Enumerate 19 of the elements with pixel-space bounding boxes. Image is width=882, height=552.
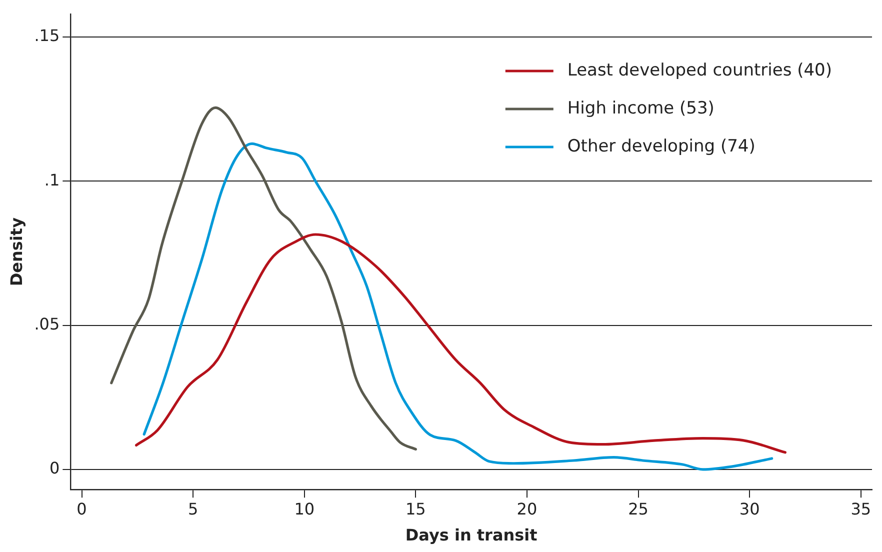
- y-tick-label: .05: [34, 314, 60, 334]
- x-tick-label: 0: [76, 499, 87, 518]
- legend-label: Other developing (74): [567, 136, 756, 156]
- x-axis-title: Days in transit: [405, 526, 538, 545]
- x-tick-label: 10: [294, 499, 315, 518]
- x-tick-label: 20: [516, 499, 538, 518]
- y-tick-label: 0: [49, 458, 60, 478]
- x-tick-label: 30: [739, 499, 760, 518]
- x-tick-label: 5: [188, 499, 198, 518]
- x-tick-label: 25: [628, 499, 648, 518]
- y-tick-label: .15: [34, 26, 60, 46]
- x-tick-label: 15: [405, 499, 426, 518]
- line-series: [135, 233, 786, 454]
- x-tick-label: 35: [850, 499, 872, 518]
- legend-label: High income (53): [567, 98, 714, 118]
- y-axis-title: Density: [6, 216, 26, 286]
- y-tick-label: .1: [44, 170, 60, 190]
- line-series: [110, 106, 417, 451]
- legend-label: Least developed countries (40): [567, 60, 832, 80]
